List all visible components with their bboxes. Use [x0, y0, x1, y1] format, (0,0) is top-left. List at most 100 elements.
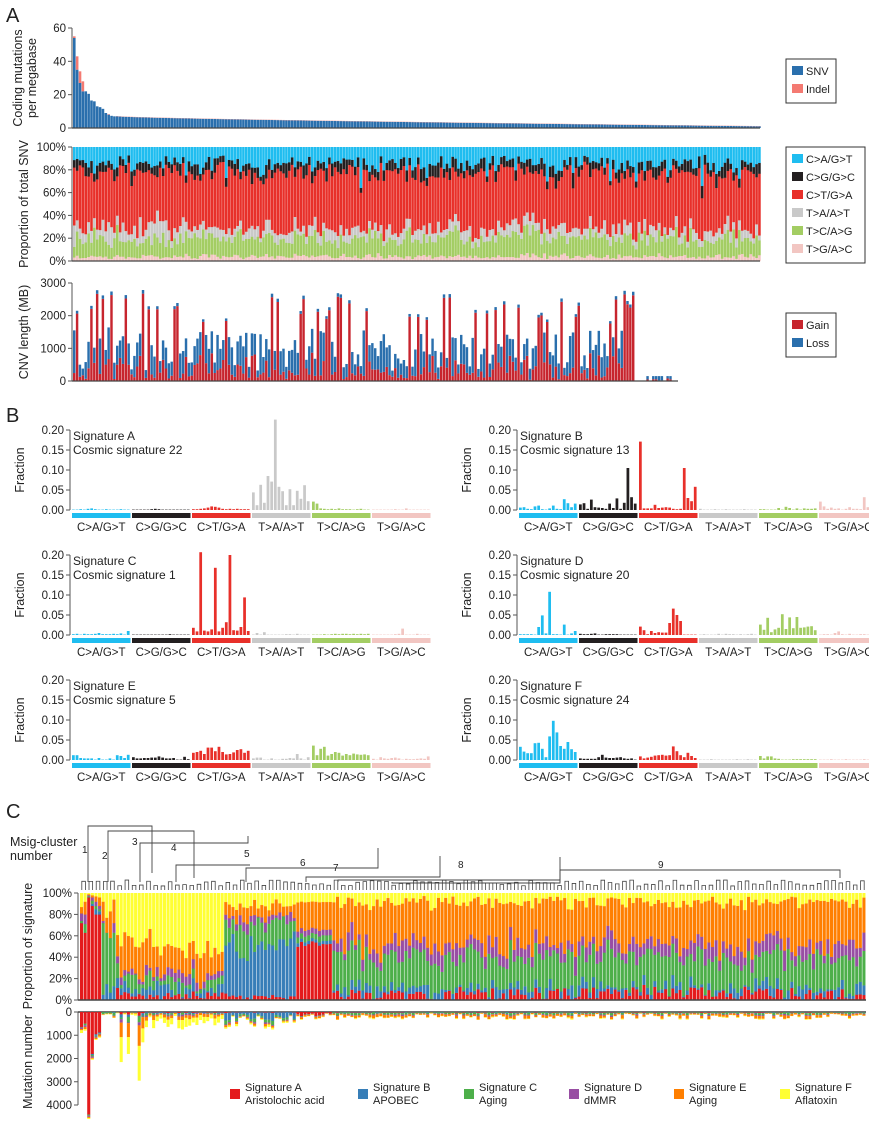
bar-segment-sig-d [527, 944, 531, 958]
bar-segment-tgac [419, 255, 423, 262]
bar-segment-ctga [695, 175, 698, 233]
bar-gain [425, 319, 429, 381]
bar-gain [620, 367, 623, 381]
bar-snv [617, 124, 621, 128]
category-label: T>A/A>T [258, 522, 304, 534]
bar-segment-sig-c [790, 960, 794, 982]
bar-segment-sig-c [494, 956, 498, 988]
mutation-segment-sig-c [206, 1012, 210, 1014]
bar-segment-sig-a [573, 997, 578, 1001]
bar-segment-cggc [210, 170, 214, 180]
fraction-bar [693, 486, 697, 510]
bar-segment-ctga [176, 170, 179, 233]
bar-segment-sig-e [332, 902, 336, 941]
bar-gain [488, 377, 492, 381]
bar-segment-sig-a [458, 986, 462, 1001]
bar-loss [471, 337, 474, 373]
bar-gain [87, 368, 90, 381]
bar-gain [247, 377, 251, 381]
y-tick-label: 0.05 [42, 485, 64, 497]
bar-segment-taat [279, 233, 282, 240]
bar-segment-taat [462, 230, 466, 245]
bar-segment-taat [405, 218, 409, 231]
bar-segment-cggc [73, 159, 76, 168]
bar-segment-cggc [683, 159, 687, 173]
fraction-bar [243, 597, 246, 635]
bar-segment-sig-b [599, 981, 603, 992]
bar-segment-sig-b [844, 996, 848, 999]
fraction-bar [202, 630, 206, 635]
bar-segment-tgac [445, 257, 449, 262]
bar-snv [531, 123, 535, 128]
bar-segment-tgac [170, 257, 174, 262]
bar-segment-sig-d [465, 939, 469, 948]
bar-snv [95, 106, 99, 128]
bar-segment-sig-f [736, 893, 740, 906]
bar-segment-cggc [454, 158, 457, 172]
bar-segment-sig-d [534, 929, 538, 943]
y-tick-label: 40% [43, 210, 66, 222]
bar-segment-sig-a [581, 988, 585, 1001]
cosmic-signature-label: Cosmic signature 1 [73, 568, 176, 582]
bar-segment-cggc [213, 158, 217, 173]
bar-snv [491, 123, 495, 128]
bar-loss [296, 352, 300, 375]
bar-segment-tcag [568, 237, 572, 259]
bar-segment-sig-a [335, 990, 340, 1001]
bar-segment-sig-d [148, 967, 152, 971]
mutation-segment-sig-f [256, 1015, 260, 1017]
bar-loss [176, 303, 179, 307]
bar-segment-sig-e [271, 903, 275, 915]
bar-segment-sig-f [815, 893, 819, 901]
bar-segment-sig-b [811, 992, 815, 1001]
bar-segment-tcag [434, 242, 437, 258]
bar-segment-tcag [81, 243, 85, 259]
bar-segment-sig-e [678, 907, 682, 957]
bar-loss [546, 319, 549, 322]
bar-segment-sig-c [667, 956, 671, 997]
fraction-bar [404, 758, 408, 760]
bar-segment-cggc [391, 158, 394, 172]
bar-segment-cagt [399, 147, 403, 160]
bar-segment-taat [391, 234, 394, 240]
bar-segment-tcag [617, 237, 621, 255]
bar-segment-sig-e [765, 899, 769, 935]
bar-segment-ctga [574, 167, 578, 228]
bar-segment-cggc [365, 164, 368, 171]
bar-snv [482, 123, 486, 128]
bar-segment-sig-d [209, 975, 213, 980]
mutation-segment-sig-e [101, 1014, 105, 1015]
mutation-segment-sig-d [271, 1025, 275, 1026]
bar-segment-sig-b [152, 990, 156, 998]
bar-segment-tgac [288, 257, 291, 262]
fraction-bar [551, 634, 555, 635]
bar-segment-sig-b [822, 991, 826, 998]
mutation-segment-sig-d [195, 1013, 199, 1015]
bar-segment-sig-f [155, 893, 159, 947]
bar-segment-sig-b [180, 996, 185, 999]
bar-segment-sig-b [98, 911, 102, 915]
bar-segment-sig-b [379, 991, 383, 998]
bar-segment-sig-b [170, 989, 174, 998]
bar-segment-sig-d [501, 955, 505, 968]
bar-segment-sig-a [491, 988, 495, 1001]
bar-segment-cagt [348, 147, 351, 160]
bar-segment-sig-a [253, 995, 257, 1001]
bar-segment-sig-e [844, 901, 848, 946]
bar-segment-ctga [127, 162, 131, 235]
bar-gain [591, 368, 595, 381]
mutation-segment-sig-e [206, 1014, 210, 1018]
bar-segment-sig-d [436, 951, 441, 966]
mutation-segment-sig-d [90, 1056, 94, 1058]
fraction-bar [146, 758, 150, 760]
bar-segment-sig-e [447, 903, 451, 943]
mutation-segment-sig-e [159, 1013, 163, 1015]
bar-segment-sig-d [426, 947, 430, 961]
bar-segment-tgac [652, 255, 655, 262]
bar-snv [503, 123, 506, 128]
bar-segment-sig-b [628, 992, 632, 996]
bar-snv [290, 120, 294, 128]
fraction-bar [246, 750, 250, 760]
bar-segment-cggc [640, 161, 644, 171]
bar-segment-tcag [199, 238, 202, 256]
